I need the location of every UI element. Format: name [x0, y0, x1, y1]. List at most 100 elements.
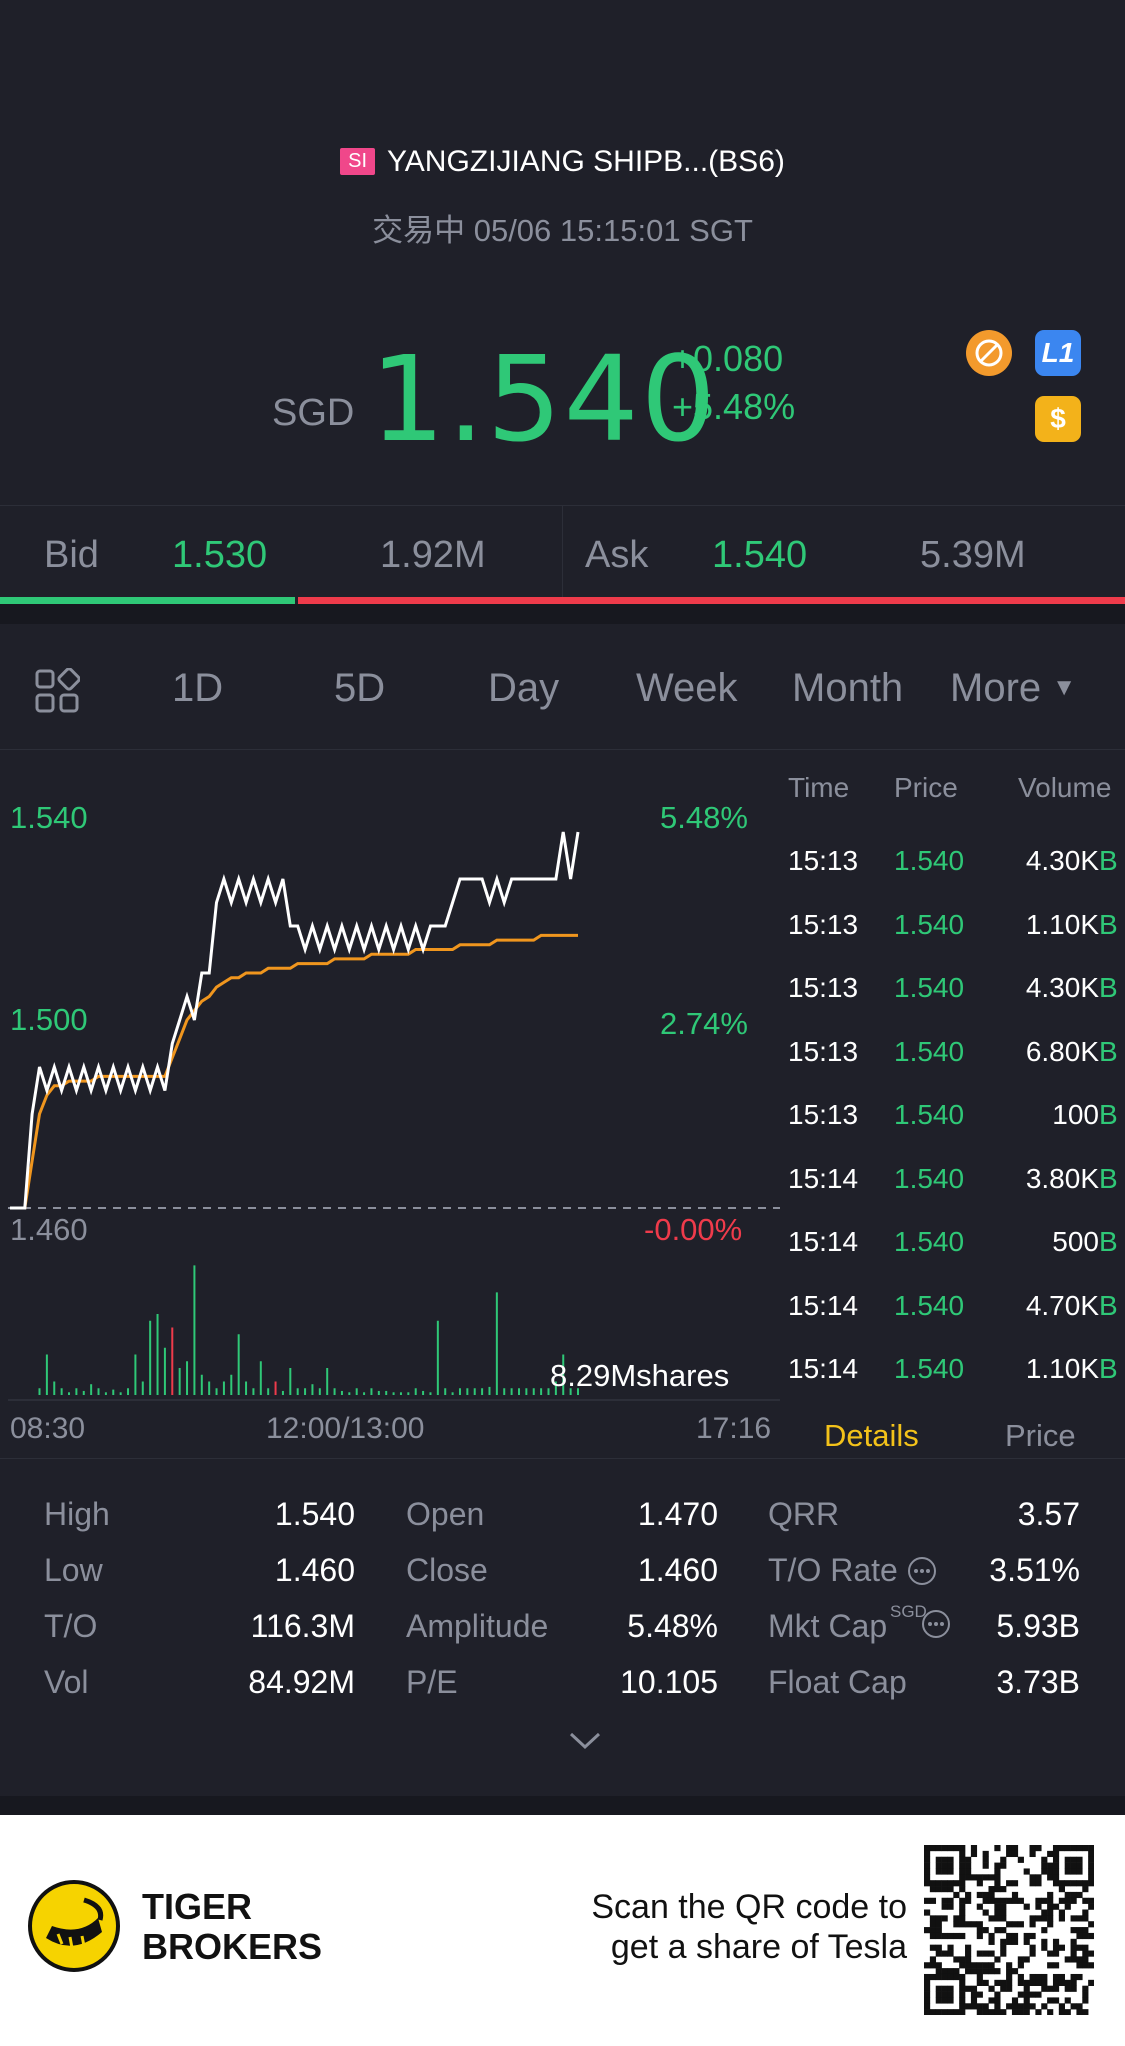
bid-size: 1.92M — [380, 534, 486, 576]
trade-row: 15:13 1.540 4.30K B — [0, 845, 1125, 905]
section-gap — [0, 1796, 1125, 1815]
no-short-icon[interactable] — [966, 330, 1012, 376]
pct-label-high: 5.48% — [660, 800, 748, 835]
stat-value: 5.48% — [627, 1608, 718, 1644]
brand-name: TIGER BROKERS — [142, 1887, 322, 1967]
stat-label: QRR — [768, 1496, 840, 1532]
trade-time: 15:14 — [788, 1162, 859, 1194]
average-price-line — [10, 933, 578, 1210]
expand-chevron-icon[interactable] — [568, 1730, 602, 1757]
trade-price: 1.540 — [894, 1353, 965, 1384]
tab-week[interactable]: Week — [636, 666, 738, 710]
layout-grid-icon[interactable] — [34, 667, 81, 719]
volume-total: 8.29Mshares — [550, 1358, 730, 1393]
info-icon[interactable] — [920, 1608, 952, 1645]
trade-price: 1.540 — [894, 845, 965, 876]
stat-label: Low — [44, 1552, 103, 1588]
bid-ask-panel: Bid 1.530 1.92M Ask 1.540 5.39M — [0, 505, 1125, 598]
trade-side: B — [1099, 908, 1118, 940]
bid-label: Bid — [44, 534, 99, 576]
tab-more-label: More — [950, 666, 1042, 710]
trade-price: 1.540 — [894, 908, 965, 940]
col-volume-header: Volume — [1018, 772, 1112, 803]
trade-volume: 4.30K — [1025, 845, 1099, 876]
price-change-pct: +5.48% — [672, 386, 796, 427]
trade-time: 15:13 — [788, 1035, 859, 1067]
trade-side: B — [1099, 1226, 1118, 1257]
trade-side: B — [1099, 1099, 1118, 1130]
stat-value: 10.105 — [620, 1664, 718, 1700]
y-label-low: 1.460 — [10, 1212, 88, 1247]
trade-side: B — [1099, 972, 1118, 1003]
stat-value: 84.92M — [248, 1664, 355, 1700]
tab-price[interactable]: Price — [1005, 1418, 1076, 1453]
stat-label: Close — [406, 1552, 488, 1588]
trade-side: B — [1099, 845, 1118, 876]
stock-name: YANGZIJIANG SHIPB...(BS6) — [387, 145, 785, 178]
tab-1d[interactable]: 1D — [172, 666, 224, 710]
trade-side: B — [1099, 1353, 1118, 1384]
tab-5d[interactable]: 5D — [334, 666, 386, 710]
tiger-logo-icon — [28, 1880, 120, 1977]
trade-side: B — [1099, 1035, 1118, 1067]
tab-details[interactable]: Details — [824, 1418, 919, 1453]
divider — [0, 1458, 1125, 1459]
bid-price: 1.530 — [172, 534, 268, 576]
trade-row: 15:13 1.540 6.80K B — [0, 1036, 1125, 1096]
chevron-down-icon: ▼ — [1052, 674, 1077, 701]
trade-row: 15:14 1.540 4.70K B — [0, 1290, 1125, 1350]
ask-size: 5.39M — [920, 534, 1026, 576]
tab-month[interactable]: Month — [792, 666, 904, 710]
last-price: 1.540 — [370, 330, 718, 468]
trade-row: 15:14 1.540 3.80K B — [0, 1163, 1125, 1223]
currency-label: SGD — [272, 392, 355, 434]
trade-time: 15:14 — [788, 1289, 859, 1321]
level1-icon[interactable]: L1 — [1035, 330, 1081, 376]
price-change: +0.080 — [672, 338, 784, 379]
x-tick-lunch: 12:00/13:00 — [266, 1412, 425, 1445]
trading-status: 交易中 05/06 15:15:01 SGT — [372, 213, 753, 248]
section-gap — [0, 604, 1125, 624]
stat-label: High — [44, 1496, 110, 1532]
info-icon[interactable] — [906, 1555, 938, 1592]
stock-title: SI YANGZIJIANG SHIPB...(BS6) — [0, 145, 1125, 179]
stat-label: Amplitude — [406, 1608, 549, 1644]
price-line — [10, 831, 580, 1210]
stat-label: Float Cap — [768, 1664, 907, 1700]
trade-row: 15:14 1.540 500 B — [0, 1226, 1125, 1286]
promo-footer: TIGER BROKERS Scan the QR code to get a … — [0, 1815, 1125, 2046]
stat-value: 3.73B — [996, 1664, 1080, 1700]
dollar-icon[interactable]: $ — [1035, 396, 1081, 442]
stat-label: P/E — [406, 1664, 458, 1700]
promo-text: Scan the QR code to get a share of Tesla — [591, 1887, 907, 1967]
stat-value: 3.51% — [989, 1552, 1080, 1588]
trade-volume: 1.10K — [1025, 908, 1099, 940]
stat-label: Open — [406, 1496, 485, 1532]
trade-volume: 1.10K — [1025, 1353, 1099, 1384]
stat-value: 5.93B — [996, 1608, 1080, 1644]
divider — [562, 506, 563, 598]
trade-side: B — [1099, 1162, 1118, 1194]
x-tick-close: 17:16 — [696, 1412, 772, 1445]
trade-volume: 4.70K — [1025, 1289, 1099, 1321]
tab-day[interactable]: Day — [488, 666, 560, 710]
trade-volume: 100 — [1052, 1099, 1099, 1130]
trade-price: 1.540 — [894, 1035, 965, 1067]
stat-label: Vol — [44, 1664, 89, 1700]
pct-label-mid: 2.74% — [660, 1006, 748, 1041]
intraday-chart[interactable] — [0, 750, 780, 1405]
brand-line-2: BROKERS — [142, 1926, 323, 1967]
trade-price: 1.540 — [894, 972, 965, 1003]
promo-line-2: get a share of Tesla — [610, 1928, 907, 1966]
period-tabs: 1D 5D Day Week Month More ▼ — [0, 624, 1125, 750]
tab-more[interactable]: More ▼ — [950, 666, 1076, 711]
stat-label: Mkt Cap — [768, 1608, 888, 1644]
trade-row: 15:13 1.540 4.30K B — [0, 972, 1125, 1032]
stat-label: T/O — [44, 1608, 98, 1644]
trade-volume: 500 — [1052, 1226, 1099, 1257]
x-tick-open: 08:30 — [10, 1412, 86, 1445]
volume-bars — [38, 1265, 579, 1395]
trade-time: 15:13 — [788, 1099, 859, 1130]
promo-line-1: Scan the QR code to — [591, 1888, 907, 1926]
trade-time: 15:13 — [788, 845, 859, 876]
